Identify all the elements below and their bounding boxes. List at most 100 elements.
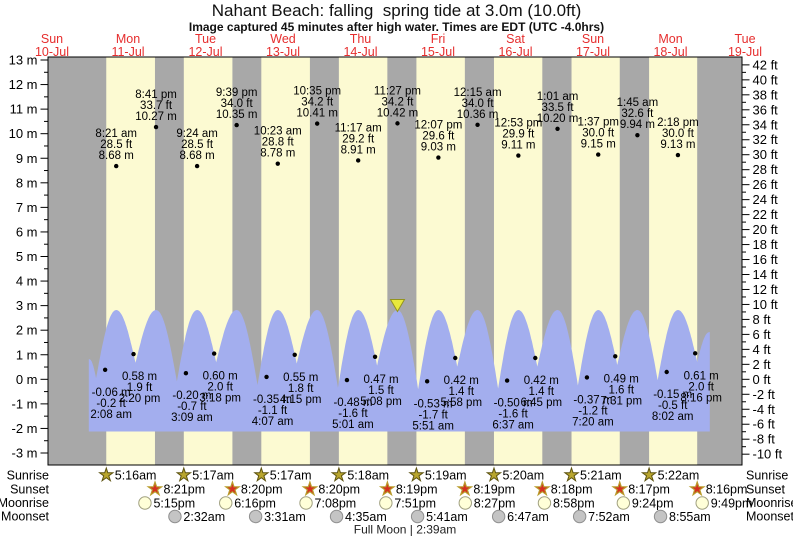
moonset-entry: 7:52am [572,509,630,524]
high-tide-feet: 30.0 ft [582,128,615,140]
low-tide-annotation: -0.37 m-1.2 ft7:20 am [572,375,614,428]
low-tide-annotations: -0.06 m-0.2 ft2:08 am0.58 m1.9 ft2:20 pm… [90,351,722,432]
astro-row-label-right: Moonset [746,510,793,524]
axis-tick-label: 8 ft [753,312,771,327]
high-tide-meters: 10.41 m [296,108,338,120]
high-tide-meters: 9.15 m [581,139,616,151]
day-date-label: 14-Jul [343,45,377,59]
moonset-time: 4:35am [345,510,387,524]
axis-tick-label: 20 ft [753,222,779,237]
high-tide-meters: 10.20 m [537,113,579,125]
moonrise-time: 8:27pm [474,497,516,511]
high-tide-meters: 10.42 m [377,107,419,119]
moonrise-moon-icon [138,496,152,510]
moonrise-time: 7:51pm [394,497,436,511]
low-tide-meters: -0.50 m [494,398,533,410]
sunset-time: 8:17pm [628,483,670,497]
moonrise-entry: 9:24pm [616,496,674,511]
low-tide-feet: -1.7 ft [418,409,448,421]
low-tide-meters: 0.61 m [684,370,719,382]
sunset-time: 8:19pm [396,483,438,497]
moonset-entry: 8:55am [653,509,711,524]
day-date-label: 10-Jul [35,45,69,59]
low-tide-point [102,367,108,372]
high-tide-point [555,126,560,131]
high-tide-feet: 32.6 ft [621,108,654,120]
moonset-entry: 2:32am [168,509,225,524]
high-tide-point [516,153,521,158]
low-tide-annotation: -0.50 m-1.6 ft6:37 am [492,378,534,432]
high-tide-time: 2:18 pm [657,117,699,129]
low-tide-meters: -0.06 m [92,387,131,399]
high-tide-meters: 8.68 m [180,150,215,162]
sunrise-time: 5:17am [192,469,234,483]
page-title: Nahant Beach: falling spring tide at 3.0… [211,1,582,20]
low-tide-point [264,374,269,380]
day-date-label: 17-Jul [576,45,610,59]
axis-tick-label: 22 ft [753,207,779,222]
axis-tick-label: 26 ft [753,177,779,192]
axis-tick-label: 28 ft [753,162,779,177]
sunset-star-icon [456,480,474,497]
sunset-entry: 8:20pm [224,480,283,497]
high-tide-point [395,121,400,126]
axis-tick-label: 12 ft [753,282,779,297]
low-tide-point [453,355,458,361]
high-tide-feet: 34.0 ft [462,98,495,110]
low-tide-feet: 2.0 ft [207,382,233,394]
sunrise-time: 5:16am [115,469,157,483]
current-time-marker-icon [389,299,406,313]
low-tide-time: 2:08 am [90,409,132,421]
sunset-star-icon [224,480,241,497]
high-tide-feet: 29.2 ft [342,133,375,145]
high-tide-point [675,152,681,158]
low-tide-feet: -1.6 ft [338,408,368,420]
date-axis: Sun10-JulMon11-JulTue12-JulWed13-JulThu1… [35,32,762,59]
low-tide-feet: 1.4 ft [448,386,474,398]
moonrise-entry: 5:15pm [138,496,195,511]
low-tide-annotation: 0.49 m1.6 ft7:31 pm [600,354,642,407]
axis-tick-label: -8 ft [753,432,776,447]
astro-row-label-right: Sunrise [746,469,788,483]
axis-tick-label: 4 ft [753,342,771,357]
moonset-time: 6:47am [507,510,549,524]
low-tide-time: 5:08 pm [360,396,402,408]
axis-tick-label: 0 m [16,372,38,387]
axis-tick-label: 9 m [16,151,38,166]
axis-tick-label: 4 m [16,274,38,289]
high-tide-feet: 28.8 ft [262,137,295,149]
low-tide-point [664,369,669,375]
axis-tick-label: 30 ft [753,147,779,162]
plot-border [47,56,743,466]
sunset-entry: 8:16pm [688,480,747,497]
low-tide-annotation: 0.47 m1.5 ft5:08 pm [360,354,402,408]
low-tide-feet: 1.8 ft [288,383,314,395]
high-tide-feet: 29.6 ft [422,131,455,143]
sunrise-entry: 5:18am [330,466,389,483]
axis-tick-label: 12 m [9,77,38,92]
sunset-time: 8:20pm [318,483,360,497]
axis-tick-label: -4 ft [753,402,776,417]
low-tide-meters: 0.42 m [524,375,559,387]
axis-tick-label: 14 ft [753,267,779,282]
moonrise-time: 6:16pm [234,497,276,511]
sunset-star-icon [611,480,629,497]
sunrise-star-icon [175,466,193,482]
high-tide-feet: 33.5 ft [542,102,575,114]
sunrise-entry: 5:17am [253,466,312,483]
day-date-label: 12-Jul [188,45,222,59]
axis-tick-label: 0 ft [753,372,771,387]
page-subtitle: Image captured 45 minutes after high wat… [188,20,605,34]
high-tide-time: 1:45 am [617,97,659,109]
day-date-label: 15-Jul [421,45,455,59]
